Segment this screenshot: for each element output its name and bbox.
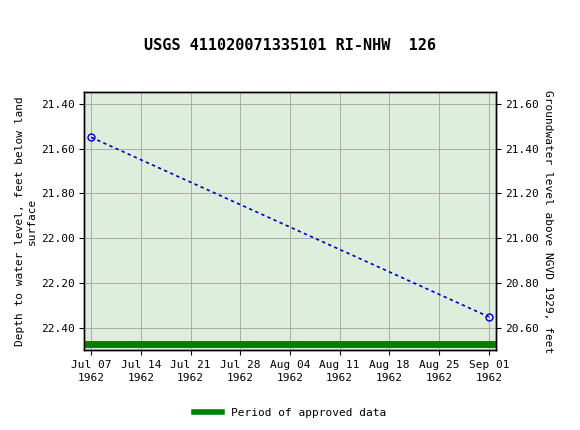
Text: ▒: ▒ xyxy=(5,7,24,33)
Legend: Period of approved data: Period of approved data xyxy=(190,403,390,422)
FancyBboxPatch shape xyxy=(5,5,60,34)
Y-axis label: Groundwater level above NGVD 1929, feet: Groundwater level above NGVD 1929, feet xyxy=(543,90,553,353)
Y-axis label: Depth to water level, feet below land
surface: Depth to water level, feet below land su… xyxy=(15,97,37,346)
Text: USGS: USGS xyxy=(32,11,87,29)
Text: USGS 411020071335101 RI-NHW  126: USGS 411020071335101 RI-NHW 126 xyxy=(144,38,436,52)
